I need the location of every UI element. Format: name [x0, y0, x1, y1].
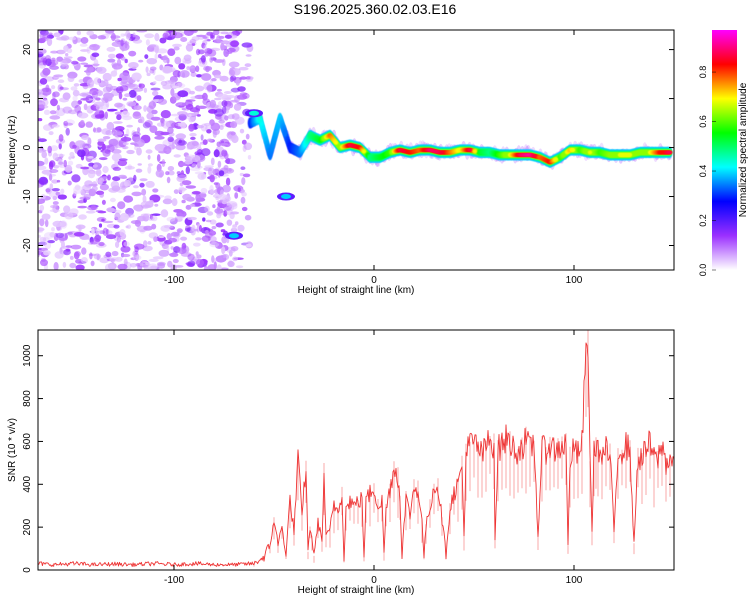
- heatmap-x-axis-label: Height of straight line (km): [298, 285, 415, 296]
- heatmap-frame: [37, 29, 675, 271]
- snr-y-axis-label: SNR (10 * v/v): [7, 418, 18, 482]
- snr-y-tick-label: 0: [22, 567, 33, 573]
- snr-y-axis: 0 200 400 600 800 1000: [22, 344, 674, 573]
- snr-frame: [37, 329, 675, 571]
- figure-title: S196.2025.360.02.03.E16: [293, 1, 457, 17]
- colorbar-ticks: 0.0 0.2 0.4 0.6 0.8: [698, 66, 716, 276]
- colorbar: 0.0 0.2 0.4 0.6 0.8 Normalized spectral ampl…: [698, 30, 749, 276]
- heatmap-y-tick-label: 0: [22, 144, 33, 150]
- heatmap-y-tick-label: -20: [22, 238, 33, 253]
- heatmap-ridge-layer: [225, 109, 673, 240]
- snr-y-tick-label: 200: [22, 518, 33, 535]
- snr-series-noise-line: [38, 330, 674, 567]
- snr-y-tick-label: 400: [22, 476, 33, 493]
- snr-x-axis: -100 0 100: [164, 330, 583, 586]
- colorbar-tick-label: 0.6: [698, 115, 708, 128]
- snr-x-tick-label: 0: [371, 575, 377, 586]
- heatmap-y-tick-label: 10: [22, 93, 33, 105]
- heatmap-noise-layer: [38, 30, 254, 270]
- snr-x-tick-label: 100: [566, 575, 583, 586]
- snr-y-tick-label: 800: [22, 390, 33, 407]
- heatmap-x-tick-label: 100: [566, 275, 583, 286]
- heatmap-y-tick-label: 20: [22, 44, 33, 56]
- colorbar-tick-label: 0.4: [698, 165, 708, 178]
- heatmap-y-axis-label: Frequency (Hz): [7, 116, 18, 185]
- snr-panel: -100 0 100 0 200 400 600 800 1000 Height of str…: [7, 329, 675, 596]
- colorbar-bar: [712, 30, 737, 270]
- colorbar-tick-label: 0.2: [698, 214, 708, 227]
- colorbar-tick-label: 0.0: [698, 264, 708, 277]
- heatmap-x-tick-label: 0: [371, 275, 377, 286]
- heatmap-y-axis: 20 10 0 -10 -20: [22, 44, 674, 253]
- heatmap-x-axis: -100 0 100: [164, 30, 583, 286]
- snr-x-axis-label: Height of straight line (km): [298, 585, 415, 596]
- snr-x-tick-label: -100: [164, 575, 184, 586]
- colorbar-tick-label: 0.8: [698, 66, 708, 79]
- colorbar-label: Normalized spectral amplitude: [738, 82, 749, 217]
- snr-y-tick-label: 600: [22, 433, 33, 450]
- snr-y-tick-label: 1000: [22, 344, 33, 367]
- heatmap-x-tick-label: -100: [164, 275, 184, 286]
- heatmap-y-tick-label: -10: [22, 189, 33, 204]
